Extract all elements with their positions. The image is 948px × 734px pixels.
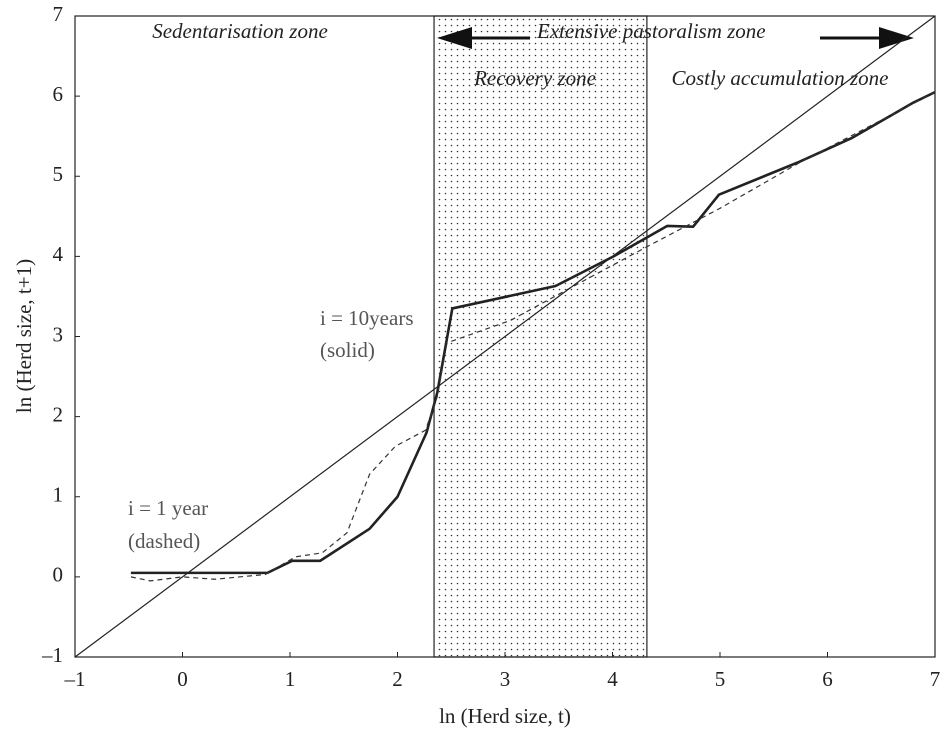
- y-tick-label: 0: [53, 563, 64, 587]
- x-tick-label: 2: [392, 667, 403, 691]
- y-tick-label: 6: [53, 82, 64, 106]
- series-line: [74, 15, 936, 658]
- y-tick-label: 3: [53, 322, 64, 346]
- y-tick-label: –1: [41, 643, 63, 667]
- y-axis-label: ln (Herd size, t+1): [12, 259, 36, 413]
- y-tick-label: 5: [53, 162, 64, 186]
- y-tick-label: 7: [53, 2, 64, 26]
- annotation: (dashed): [128, 529, 200, 553]
- annotation: Costly accumulation zone: [672, 66, 889, 90]
- y-tick-label: 2: [53, 402, 64, 426]
- x-axis-label: ln (Herd size, t): [439, 704, 571, 728]
- x-tick-label: 4: [607, 667, 618, 691]
- y-tick-label: 1: [53, 483, 64, 507]
- x-tick-label: 5: [715, 667, 726, 691]
- x-tick-label: 1: [285, 667, 296, 691]
- y-tick-label: 4: [53, 242, 64, 266]
- annotation: Extensive pastoralism zone: [536, 19, 766, 43]
- arrowhead: [437, 27, 472, 49]
- annotation: Sedentarisation zone: [152, 19, 328, 43]
- series-line: [130, 91, 936, 582]
- annotation: i = 1 year: [128, 496, 208, 520]
- x-tick-label: 6: [822, 667, 833, 691]
- annotation: i = 10years: [320, 306, 414, 330]
- annotation: (solid): [320, 338, 375, 362]
- x-tick-label: 7: [930, 667, 941, 691]
- x-tick-label: 3: [500, 667, 511, 691]
- annotation: Recovery zone: [473, 66, 596, 90]
- arrowhead: [879, 27, 914, 49]
- shaded-zone: [433, 15, 648, 658]
- x-tick-label: 0: [177, 667, 188, 691]
- x-tick-label: –1: [64, 667, 86, 691]
